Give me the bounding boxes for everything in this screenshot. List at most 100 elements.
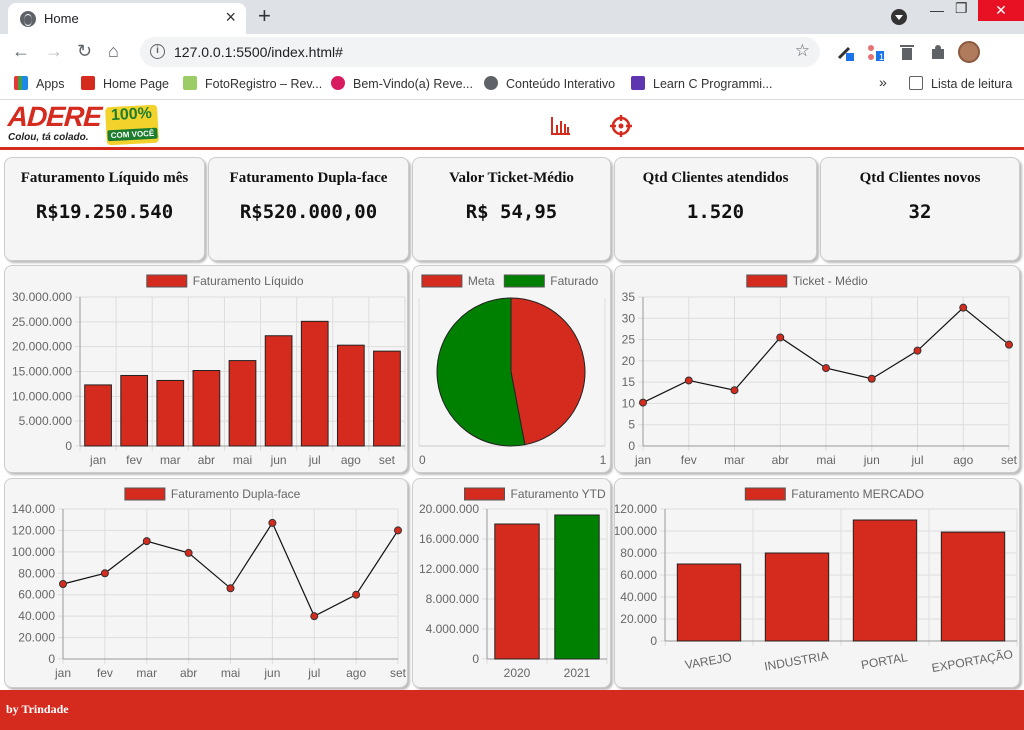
x-tick-label: jun (270, 453, 287, 467)
trash-extension-icon[interactable] (898, 43, 916, 61)
bookmark-homepage[interactable]: Home Page (81, 76, 169, 91)
bar-portal (852, 519, 918, 642)
minimize-button[interactable]: — (930, 2, 944, 18)
new-tab-button[interactable]: + (258, 3, 271, 28)
bar-jun (264, 335, 293, 447)
x-tick-label: mar (160, 453, 181, 467)
x-tick-label: mai (221, 666, 240, 680)
x-tick-label: fev (126, 453, 142, 467)
point-jun (867, 374, 876, 383)
y-tick-label: 120.000 (12, 523, 56, 537)
legend-swatch (464, 487, 505, 501)
bar-chart-icon[interactable] (550, 115, 572, 137)
maximize-button[interactable]: ❐ (955, 0, 968, 16)
reading-list[interactable]: Lista de leitura (909, 76, 1012, 91)
point-abr (184, 548, 193, 557)
extensions-puzzle-icon[interactable] (929, 43, 947, 61)
y-tick-label: 0 (472, 652, 479, 666)
x-tick-label: VAREJO (684, 650, 733, 672)
bar-mai (228, 360, 257, 447)
bookmark-star-icon[interactable]: ☆ (794, 41, 810, 60)
back-icon[interactable]: ← (12, 41, 30, 61)
x-tick-label: INDUSTRIA (763, 649, 829, 674)
x-tick-label: PORTAL (860, 650, 909, 672)
y-tick-label: 80.000 (620, 546, 657, 560)
eyedropper-extension-icon[interactable] (836, 43, 854, 61)
reload-icon[interactable]: ↻ (77, 41, 93, 61)
point-set (394, 526, 402, 535)
browser-tab[interactable]: Home × (8, 3, 246, 34)
point-jan (59, 580, 67, 588)
legend-swatch (503, 274, 545, 288)
x-tick-label: set (390, 666, 407, 680)
forward-icon[interactable]: → (45, 41, 63, 61)
y-tick-label: 25.000.000 (12, 315, 72, 329)
x-tick-label: mai (816, 453, 835, 467)
site-info-icon[interactable]: i (150, 44, 165, 59)
more-bookmarks-icon[interactable]: » (879, 74, 887, 90)
bookmark-learnc[interactable]: Learn C Programmi... (631, 76, 772, 91)
close-tab-icon[interactable]: × (225, 7, 236, 27)
logo-word: ADERE (6, 101, 103, 132)
y-tick-label: 140.000 (12, 502, 56, 516)
share-extension-icon[interactable]: 1 (866, 43, 884, 61)
x-tick-label: mar (136, 666, 157, 680)
profile-avatar[interactable] (958, 41, 980, 63)
y-tick-label: 12.000.000 (419, 562, 479, 576)
kpi-card-clientes-novos: Qtd Clientes novos 32 (820, 157, 1020, 261)
point-ago (959, 303, 968, 312)
legend-label: Meta (468, 274, 495, 288)
x-tick-label: jul (308, 453, 321, 467)
bookmark-apps[interactable]: Apps (14, 76, 65, 91)
reading-list-icon (909, 76, 923, 90)
close-window-button[interactable]: ✕ (978, 0, 1024, 21)
url-text[interactable]: 127.0.0.1:5500/index.html# (174, 44, 343, 60)
point-set (1005, 340, 1013, 349)
x-tick-label: abr (180, 666, 197, 680)
x-tick-label: 0 (419, 453, 426, 467)
svg-text:1: 1 (879, 52, 884, 61)
point-jul (913, 346, 922, 355)
point-abr (776, 333, 785, 342)
y-tick-label: 30.000.000 (12, 290, 72, 304)
y-tick-label: 20.000.000 (12, 340, 72, 354)
bookmark-label: Home Page (103, 77, 170, 91)
y-tick-label: 35 (622, 290, 636, 304)
badge-100-com-voce: 100% COM VOCÊ (105, 104, 159, 146)
x-tick-label: 2020 (504, 666, 531, 680)
y-tick-label: 15.000.000 (12, 365, 72, 379)
y-tick-label: 10 (622, 396, 636, 410)
y-tick-label: 20.000 (620, 612, 657, 626)
badge-sub: COM VOCÊ (107, 127, 158, 142)
x-tick-label: set (379, 453, 396, 467)
bookmarks-bar: Apps Home Page FotoRegistro – Rev... Bem… (0, 70, 1024, 100)
bookmark-conteudo[interactable]: Conteúdo Interativo (484, 76, 615, 91)
y-tick-label: 15 (622, 375, 636, 389)
y-tick-label: 100.000 (615, 524, 657, 538)
address-bar[interactable]: i 127.0.0.1:5500/index.html# ☆ (140, 37, 820, 67)
bookmark-label: Learn C Programmi... (653, 77, 773, 91)
y-tick-label: 100.000 (12, 545, 56, 559)
bookmark-fotoregistro[interactable]: FotoRegistro – Rev... (183, 76, 322, 91)
reading-list-label: Lista de leitura (931, 77, 1013, 91)
badge-pct: 100% (110, 104, 153, 125)
target-crosshair-icon[interactable] (610, 115, 632, 137)
kpi-card-ticket-medio: Valor Ticket-Médio R$ 54,95 (412, 157, 611, 261)
a-logo-icon (331, 76, 345, 90)
y-tick-label: 8.000.000 (426, 592, 480, 606)
bar-ago (336, 344, 365, 447)
x-tick-label: ago (341, 453, 361, 467)
bookmark-bemvindo[interactable]: Bem-Vindo(a) Reve... (331, 76, 473, 91)
home-icon[interactable]: ⌂ (108, 41, 119, 61)
x-tick-label: jul (307, 666, 320, 680)
y-tick-label: 10.000.000 (12, 389, 72, 403)
photo-icon (183, 76, 197, 90)
x-tick-label: abr (772, 453, 789, 467)
point-mai (226, 584, 235, 593)
adere-logo[interactable]: ADERE Colou, tá colado. (6, 101, 103, 143)
x-tick-label: fev (97, 666, 113, 680)
chart-ticket-medio: Ticket - Médio 35 30 25 20 15 10 5 0 jan fev mar abr… (614, 265, 1020, 473)
tab-search-icon[interactable] (891, 9, 907, 25)
p-logo-icon (631, 76, 645, 90)
y-tick-label: 0 (650, 634, 657, 648)
